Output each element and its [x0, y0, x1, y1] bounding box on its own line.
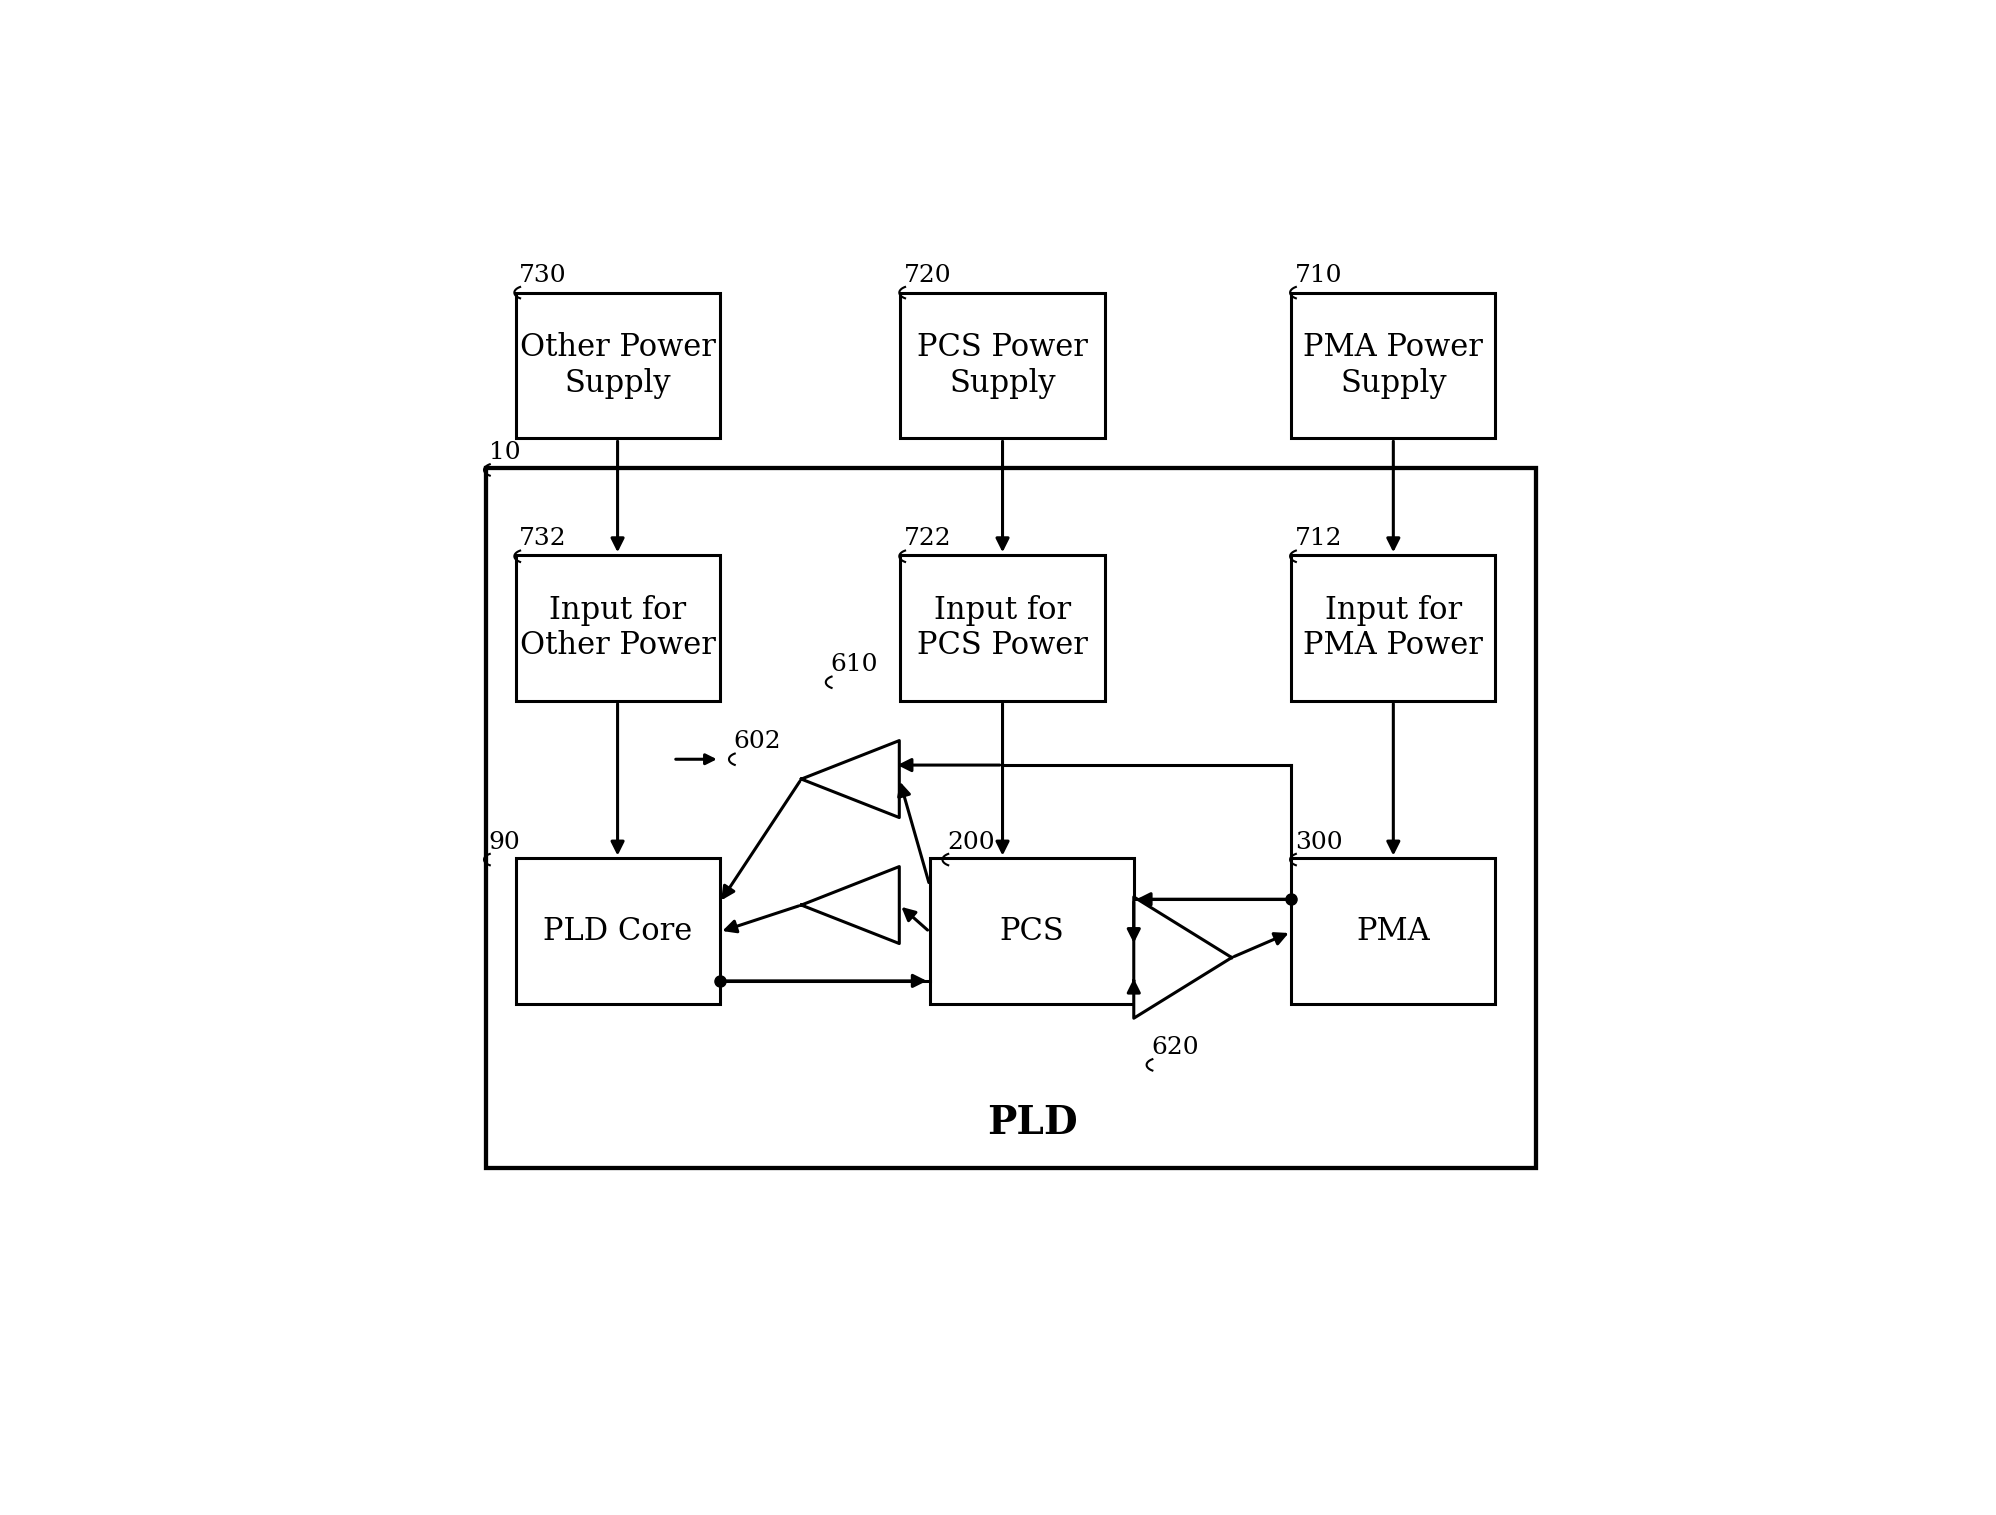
Bar	[515, 859, 721, 1004]
Text: 10: 10	[489, 441, 521, 464]
Bar	[487, 468, 1537, 1168]
Text: Input for
PCS Power: Input for PCS Power	[916, 594, 1088, 662]
Bar	[515, 554, 721, 701]
Bar	[1291, 292, 1495, 438]
Text: Input for
PMA Power: Input for PMA Power	[1303, 594, 1483, 662]
Text: 720: 720	[904, 264, 952, 286]
Text: 712: 712	[1295, 527, 1341, 550]
Text: PLD: PLD	[986, 1104, 1078, 1142]
Polygon shape	[800, 741, 900, 818]
Polygon shape	[800, 867, 900, 944]
Text: PMA Power
Supply: PMA Power Supply	[1303, 332, 1483, 398]
Text: PMA: PMA	[1357, 915, 1431, 947]
Text: PCS: PCS	[1000, 915, 1064, 947]
Text: 620: 620	[1152, 1036, 1200, 1059]
Bar	[1291, 554, 1495, 701]
Text: Input for
Other Power: Input for Other Power	[519, 594, 715, 662]
Text: 602: 602	[735, 730, 780, 753]
Text: 300: 300	[1295, 830, 1343, 854]
Bar	[900, 292, 1104, 438]
Text: 200: 200	[948, 830, 994, 854]
Polygon shape	[1134, 897, 1232, 1018]
Text: 710: 710	[1295, 264, 1341, 286]
Bar	[900, 554, 1104, 701]
Text: 732: 732	[519, 527, 567, 550]
Text: PLD Core: PLD Core	[543, 915, 693, 947]
Bar	[1291, 859, 1495, 1004]
Text: 610: 610	[830, 653, 878, 676]
Bar	[515, 292, 721, 438]
Text: Other Power
Supply: Other Power Supply	[519, 332, 715, 398]
Text: 730: 730	[519, 264, 567, 286]
Text: 722: 722	[904, 527, 952, 550]
Text: 90: 90	[489, 830, 521, 854]
Bar	[930, 859, 1134, 1004]
Text: PCS Power
Supply: PCS Power Supply	[916, 332, 1088, 398]
